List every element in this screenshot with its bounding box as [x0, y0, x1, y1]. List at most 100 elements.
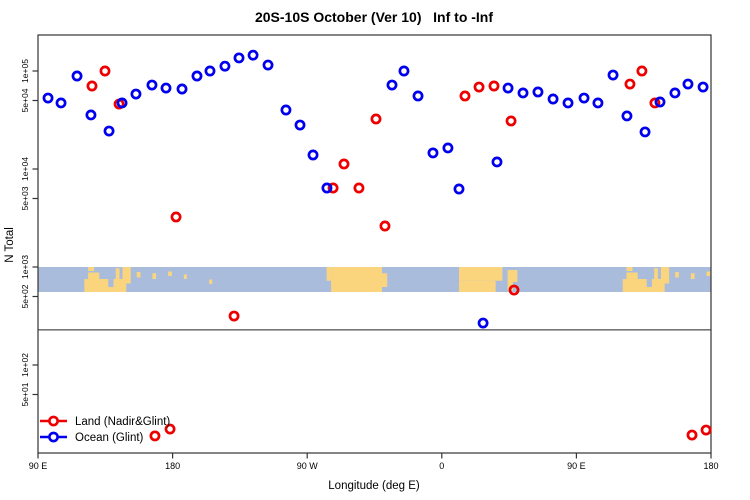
map-land: [706, 271, 711, 276]
map-land: [690, 273, 695, 279]
ocean-point: [502, 82, 514, 94]
x-tick-label: 90 E: [29, 461, 48, 471]
ocean-point: [532, 86, 544, 98]
legend: Land (Nadir&Glint) Ocean (Glint): [40, 415, 170, 444]
map-land: [622, 279, 665, 292]
land-point: [228, 310, 240, 322]
land-point: [473, 81, 485, 93]
land-point: [338, 158, 350, 170]
map-land: [168, 271, 172, 276]
land-point: [86, 80, 98, 92]
map-land: [660, 267, 670, 284]
ocean-point: [103, 125, 115, 137]
land-point: [505, 115, 517, 127]
ocean-point: [191, 70, 203, 82]
ocean-point: [294, 119, 306, 131]
ocean-point: [233, 52, 245, 64]
map-land: [88, 267, 95, 271]
land-point: [99, 65, 111, 77]
land-point: [624, 78, 636, 90]
ocean-point: [412, 90, 424, 102]
ocean-point: [398, 65, 410, 77]
ocean-point: [146, 79, 158, 91]
ocean-point: [669, 87, 681, 99]
land-point: [686, 429, 698, 441]
ocean-point: [307, 149, 319, 161]
x-tick-label: 90 E: [567, 461, 586, 471]
ocean-point: [42, 92, 54, 104]
ocean-point: [280, 104, 292, 116]
ocean-point: [682, 78, 694, 90]
map-land: [136, 272, 141, 278]
ocean-point: [130, 88, 142, 100]
y-tick-label: 1e+04: [20, 157, 30, 181]
x-tick-label: 0: [439, 461, 444, 471]
plot-border: [37, 34, 712, 454]
map-land: [675, 272, 679, 278]
map-land: [115, 268, 120, 279]
legend-item-land: Land (Nadir&Glint): [40, 415, 170, 428]
ocean-point: [55, 97, 67, 109]
legend-land-marker-icon: [48, 415, 59, 427]
y-tick-label: 1e+03: [20, 255, 30, 279]
y-tick-label: 5e+03: [20, 186, 30, 210]
ocean-point: [491, 156, 503, 168]
ocean-point: [71, 70, 83, 82]
y-tick-label: 5e+01: [20, 382, 30, 406]
land-point: [700, 424, 712, 436]
map-land: [458, 267, 503, 281]
land-point: [164, 423, 176, 435]
y-tick-label: 1e+02: [20, 353, 30, 377]
ocean-point: [116, 97, 128, 109]
ocean-point: [219, 60, 231, 72]
land-point: [488, 80, 500, 92]
ocean-point: [517, 87, 529, 99]
ocean-point: [247, 49, 259, 61]
ocean-point: [639, 126, 651, 138]
land-point: [353, 182, 365, 194]
map-land: [152, 273, 157, 279]
map-water: [646, 279, 652, 287]
land-point: [149, 430, 161, 442]
ocean-point: [592, 97, 604, 109]
x-axis-label: Longitude (deg E): [328, 480, 420, 492]
world-map-strip: [38, 267, 711, 292]
ocean-point: [442, 142, 454, 154]
ocean-point: [427, 147, 439, 159]
ocean-point: [547, 93, 559, 105]
x-tick-label: 180: [703, 461, 718, 471]
map-land: [326, 267, 332, 281]
ocean-point: [160, 82, 172, 94]
ocean-point: [562, 97, 574, 109]
data-points: [42, 49, 712, 442]
x-tick-label: 90 W: [297, 461, 319, 471]
y-tick-label: 1e+05: [20, 59, 30, 83]
ocean-point: [621, 110, 633, 122]
land-point: [327, 182, 339, 194]
land-point: [459, 90, 471, 102]
land-point: [170, 211, 182, 223]
map-land: [507, 270, 518, 282]
map-land: [183, 274, 187, 279]
x-tick-label: 180: [165, 461, 180, 471]
map-land: [654, 268, 658, 279]
land-point: [370, 113, 382, 125]
ocean-point: [453, 183, 465, 195]
map-land: [381, 273, 388, 287]
map-land: [84, 279, 127, 292]
map-land: [458, 280, 496, 292]
ocean-point: [204, 65, 216, 77]
chart-title: 20S-10S October (Ver 10) Inf to -Inf: [255, 9, 493, 25]
map-land: [122, 267, 131, 284]
ocean-point: [578, 92, 590, 104]
y-axis-label: N Total: [4, 227, 16, 263]
ocean-point: [386, 79, 398, 91]
map-land: [626, 272, 638, 279]
legend-ocean-label: Ocean (Glint): [75, 432, 144, 444]
ocean-point: [321, 182, 333, 194]
y-tick-label: 5e+02: [20, 284, 30, 308]
map-land: [88, 272, 100, 279]
ocean-point: [85, 109, 97, 121]
ocean-point: [697, 81, 709, 93]
